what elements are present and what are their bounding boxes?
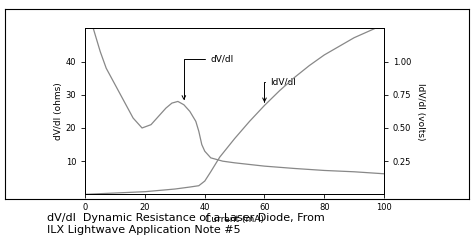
Text: IdV/dI: IdV/dI	[263, 77, 296, 101]
Text: dV/dI: dV/dI	[182, 55, 234, 99]
X-axis label: Current (mA): Current (mA)	[205, 215, 264, 224]
Text: dV/dI  Dynamic Resistance of a Laser Diode, From
ILX Lightwave Application Note : dV/dI Dynamic Resistance of a Laser Diod…	[47, 213, 325, 235]
Y-axis label: IdV/dI (volts): IdV/dI (volts)	[416, 83, 425, 140]
Y-axis label: dV/dI (ohms): dV/dI (ohms)	[54, 82, 63, 140]
